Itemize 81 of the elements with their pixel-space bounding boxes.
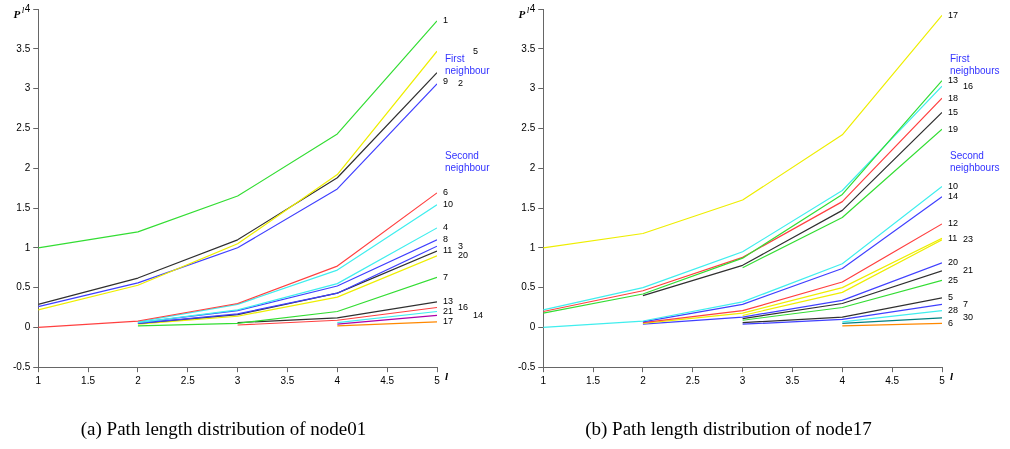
x-tick-label: 1.5 xyxy=(81,374,96,386)
x-tick-label: 5 xyxy=(939,374,946,386)
series-label: 6 xyxy=(948,317,954,328)
x-tick-label: 3 xyxy=(234,374,241,386)
text: (a) Path length distribution of node01 xyxy=(80,417,367,440)
y-tick-label: 0.5 xyxy=(521,281,536,293)
y-tick-label: 3 xyxy=(24,82,31,94)
x-tick-label: 2.5 xyxy=(685,374,701,386)
x-tick-label: 1 xyxy=(540,374,547,386)
text: 30 xyxy=(963,312,974,323)
series-label: 11 xyxy=(948,232,958,243)
text: Second neighbours xyxy=(950,149,1000,173)
y-tick-label: 4 xyxy=(24,2,31,14)
series-label: 10 xyxy=(948,180,959,191)
y-tick-label: 1.5 xyxy=(521,201,536,213)
series-label: 6 xyxy=(443,187,449,198)
series-label: 11 xyxy=(443,245,453,256)
series-label: 17 xyxy=(948,9,959,20)
x-tick-label: 5 xyxy=(434,374,441,386)
series-label: 1 xyxy=(443,15,449,26)
x-tick-label: 3.5 xyxy=(280,374,295,386)
series-label: 10 xyxy=(443,199,454,210)
series-label: 13 xyxy=(948,75,959,86)
x-tick-label: 4 xyxy=(334,374,341,386)
x-tick-label: 3.5 xyxy=(785,374,800,386)
x-tick-label: 4.5 xyxy=(380,374,395,386)
text: 7 xyxy=(963,298,969,309)
series-label: 7 xyxy=(443,271,449,282)
y-tick-label: 0 xyxy=(24,321,31,333)
series-label: 25 xyxy=(948,274,959,285)
series-label: 14 xyxy=(948,191,959,202)
text: (b) Path length distribution of node17 xyxy=(585,417,872,440)
text: 23 xyxy=(963,234,974,245)
y-tick-label: 4 xyxy=(529,2,536,14)
y-tick-label: 1 xyxy=(529,241,536,253)
series-label: 20 xyxy=(948,257,959,268)
y-tick-label: 1.5 xyxy=(16,201,31,213)
y-tick-label: -0.5 xyxy=(518,360,536,372)
y-tick-label: 2 xyxy=(529,161,536,173)
y-tick-label: -0.5 xyxy=(13,360,31,372)
series-label: 28 xyxy=(948,305,959,316)
y-tick-label: 2.5 xyxy=(521,122,536,134)
series-label: 21 xyxy=(443,305,454,316)
x-axis-title: l xyxy=(445,370,449,383)
series-label: 4 xyxy=(443,222,449,233)
x-axis-title: l xyxy=(950,370,954,383)
y-tick-label: 0 xyxy=(529,321,536,333)
y-tick-label: 0.5 xyxy=(16,281,31,293)
x-tick-label: 3 xyxy=(739,374,746,386)
text: 14 xyxy=(473,309,484,320)
series-label: 17 xyxy=(443,316,454,327)
x-tick-label: 4 xyxy=(839,374,846,386)
series-label: 19 xyxy=(948,123,959,134)
x-tick-label: 2.5 xyxy=(180,374,196,386)
text: 3 xyxy=(458,240,464,251)
x-tick-label: 1.5 xyxy=(586,374,601,386)
text: 16 xyxy=(963,80,974,91)
text: 5 xyxy=(473,45,479,56)
text: 20 xyxy=(458,250,469,261)
text: First neighbours xyxy=(950,52,1000,76)
y-tick-label: 3.5 xyxy=(521,42,536,54)
y-tick-label: 2 xyxy=(24,161,31,173)
y-tick-label: 2.5 xyxy=(16,122,31,134)
y-tick-label: 3 xyxy=(529,82,536,94)
series-label: 13 xyxy=(443,296,454,307)
series-label: 5 xyxy=(948,292,954,303)
series-label: 9 xyxy=(443,76,449,87)
text: 16 xyxy=(458,301,469,312)
series-label: 8 xyxy=(443,234,449,245)
x-tick-label: 4.5 xyxy=(885,374,900,386)
text: 21 xyxy=(963,265,974,276)
series-label: 15 xyxy=(948,106,959,117)
x-tick-label: 2 xyxy=(640,374,647,386)
text: 2 xyxy=(458,78,464,89)
series-label: 12 xyxy=(948,218,959,229)
text: Second neighbour xyxy=(445,149,491,173)
x-tick-label: 2 xyxy=(135,374,142,386)
y-tick-label: 1 xyxy=(24,241,31,253)
series-label: 18 xyxy=(948,92,959,103)
x-tick-label: 1 xyxy=(35,374,42,386)
y-tick-label: 3.5 xyxy=(16,42,31,54)
